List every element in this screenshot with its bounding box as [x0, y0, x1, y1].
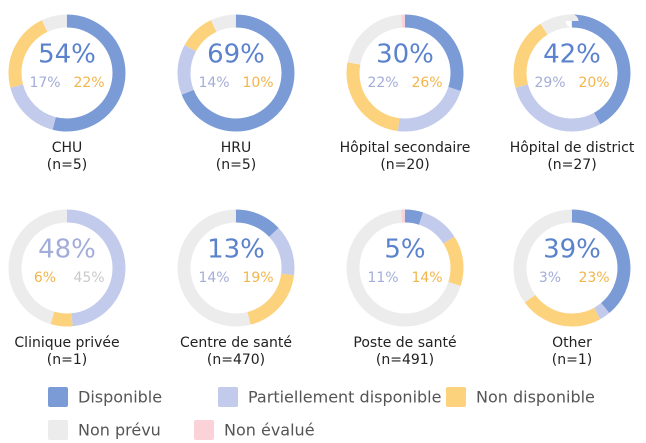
donut-segment	[346, 14, 464, 132]
panel-subtitle: (n=20)	[380, 157, 429, 173]
panel-subtitle: (n=1)	[552, 352, 592, 368]
donut-segment	[177, 14, 295, 132]
small-label: 14%	[411, 270, 442, 286]
panel-title: Poste de santé	[353, 335, 456, 351]
main-label: 30%	[376, 40, 434, 70]
donut-segment	[346, 14, 464, 132]
small-label: 23%	[578, 270, 609, 286]
legend-swatch	[48, 420, 68, 440]
small-label: 26%	[411, 75, 442, 91]
small-label: 3%	[539, 270, 561, 286]
legend-label: Non disponible	[476, 388, 595, 407]
small-label: 22%	[73, 75, 104, 91]
donut-segment	[513, 14, 631, 132]
panel-subtitle: (n=1)	[47, 352, 87, 368]
small-label: 10%	[242, 75, 273, 91]
donut-segment	[346, 209, 464, 327]
panel-title: CHU	[52, 140, 83, 156]
donut-segment	[177, 209, 295, 327]
donut-segment	[346, 14, 464, 132]
main-label: 13%	[207, 235, 265, 265]
legend-label: Disponible	[78, 388, 162, 407]
main-label: 42%	[543, 40, 601, 70]
panel-title: Hôpital secondaire	[340, 140, 471, 156]
main-label: 48%	[38, 235, 96, 265]
panel-title: Centre de santé	[180, 335, 292, 351]
small-label: 14%	[198, 75, 229, 91]
small-label: 22%	[367, 75, 398, 91]
main-label: 69%	[207, 40, 265, 70]
donut-segment	[177, 209, 295, 327]
legend-label: Partiellement disponible	[248, 388, 441, 407]
donut-segment	[177, 209, 295, 327]
donut-segment	[346, 209, 464, 327]
small-label: 17%	[29, 75, 60, 91]
small-label: 20%	[578, 75, 609, 91]
panel-title: Other	[552, 335, 592, 351]
legend-swatch	[446, 387, 466, 407]
small-label: 45%	[73, 270, 104, 286]
main-label: 54%	[38, 40, 96, 70]
small-label: 14%	[198, 270, 229, 286]
panel-subtitle: (n=27)	[547, 157, 596, 173]
panel-subtitle: (n=470)	[207, 352, 265, 368]
panel-title: HRU	[221, 140, 252, 156]
panel-subtitle: (n=5)	[47, 157, 87, 173]
donut-segment	[513, 209, 631, 327]
donut-segment	[8, 209, 126, 327]
main-label: 39%	[543, 235, 601, 265]
legend-label: Non prévu	[78, 421, 161, 440]
donut-segment	[513, 209, 631, 327]
small-label: 29%	[534, 75, 565, 91]
donut-segment	[346, 209, 464, 327]
main-label: 5%	[384, 235, 425, 265]
donut-segment	[8, 14, 126, 132]
donut-segment	[513, 14, 631, 132]
legend-label: Non évalué	[224, 421, 315, 440]
small-label: 6%	[34, 270, 56, 286]
donut-segment	[177, 14, 295, 132]
small-label: 19%	[242, 270, 273, 286]
legend-swatch	[194, 420, 214, 440]
panel-subtitle: (n=491)	[376, 352, 434, 368]
panel-subtitle: (n=5)	[216, 157, 256, 173]
small-label: 11%	[367, 270, 398, 286]
donut-segment	[8, 14, 126, 132]
panel-title: Hôpital de district	[510, 140, 635, 156]
panel-title: Clinique privée	[14, 335, 119, 351]
donut-segment	[8, 209, 126, 327]
donut-segment	[513, 14, 631, 132]
legend-swatch	[48, 387, 68, 407]
legend-swatch	[218, 387, 238, 407]
